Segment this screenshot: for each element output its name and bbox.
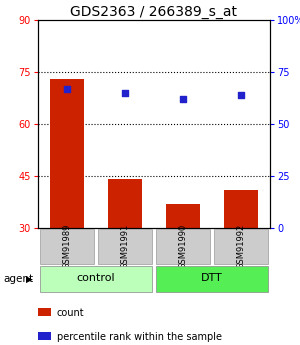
Bar xyxy=(156,229,210,264)
Point xyxy=(123,90,128,96)
Bar xyxy=(50,79,84,228)
Point xyxy=(64,86,69,91)
Text: GSM91989: GSM91989 xyxy=(62,224,71,269)
Bar xyxy=(38,307,51,316)
Point xyxy=(181,96,185,102)
Bar xyxy=(224,190,258,228)
Point xyxy=(238,92,243,98)
Bar xyxy=(98,229,152,264)
Bar xyxy=(40,266,152,292)
Text: percentile rank within the sample: percentile rank within the sample xyxy=(57,332,222,342)
Bar xyxy=(214,229,268,264)
Text: ▶: ▶ xyxy=(26,275,33,284)
Bar xyxy=(166,204,200,228)
Text: agent: agent xyxy=(3,274,33,284)
Text: GSM91990: GSM91990 xyxy=(178,224,188,269)
Bar xyxy=(38,332,51,340)
Bar xyxy=(156,266,268,292)
Text: control: control xyxy=(77,274,115,284)
Bar xyxy=(108,179,142,228)
Title: GDS2363 / 266389_s_at: GDS2363 / 266389_s_at xyxy=(70,5,238,19)
Text: GSM91992: GSM91992 xyxy=(236,224,245,269)
Text: DTT: DTT xyxy=(201,274,223,284)
Text: GSM91991: GSM91991 xyxy=(121,224,130,269)
Bar xyxy=(40,229,94,264)
Text: count: count xyxy=(57,308,84,318)
